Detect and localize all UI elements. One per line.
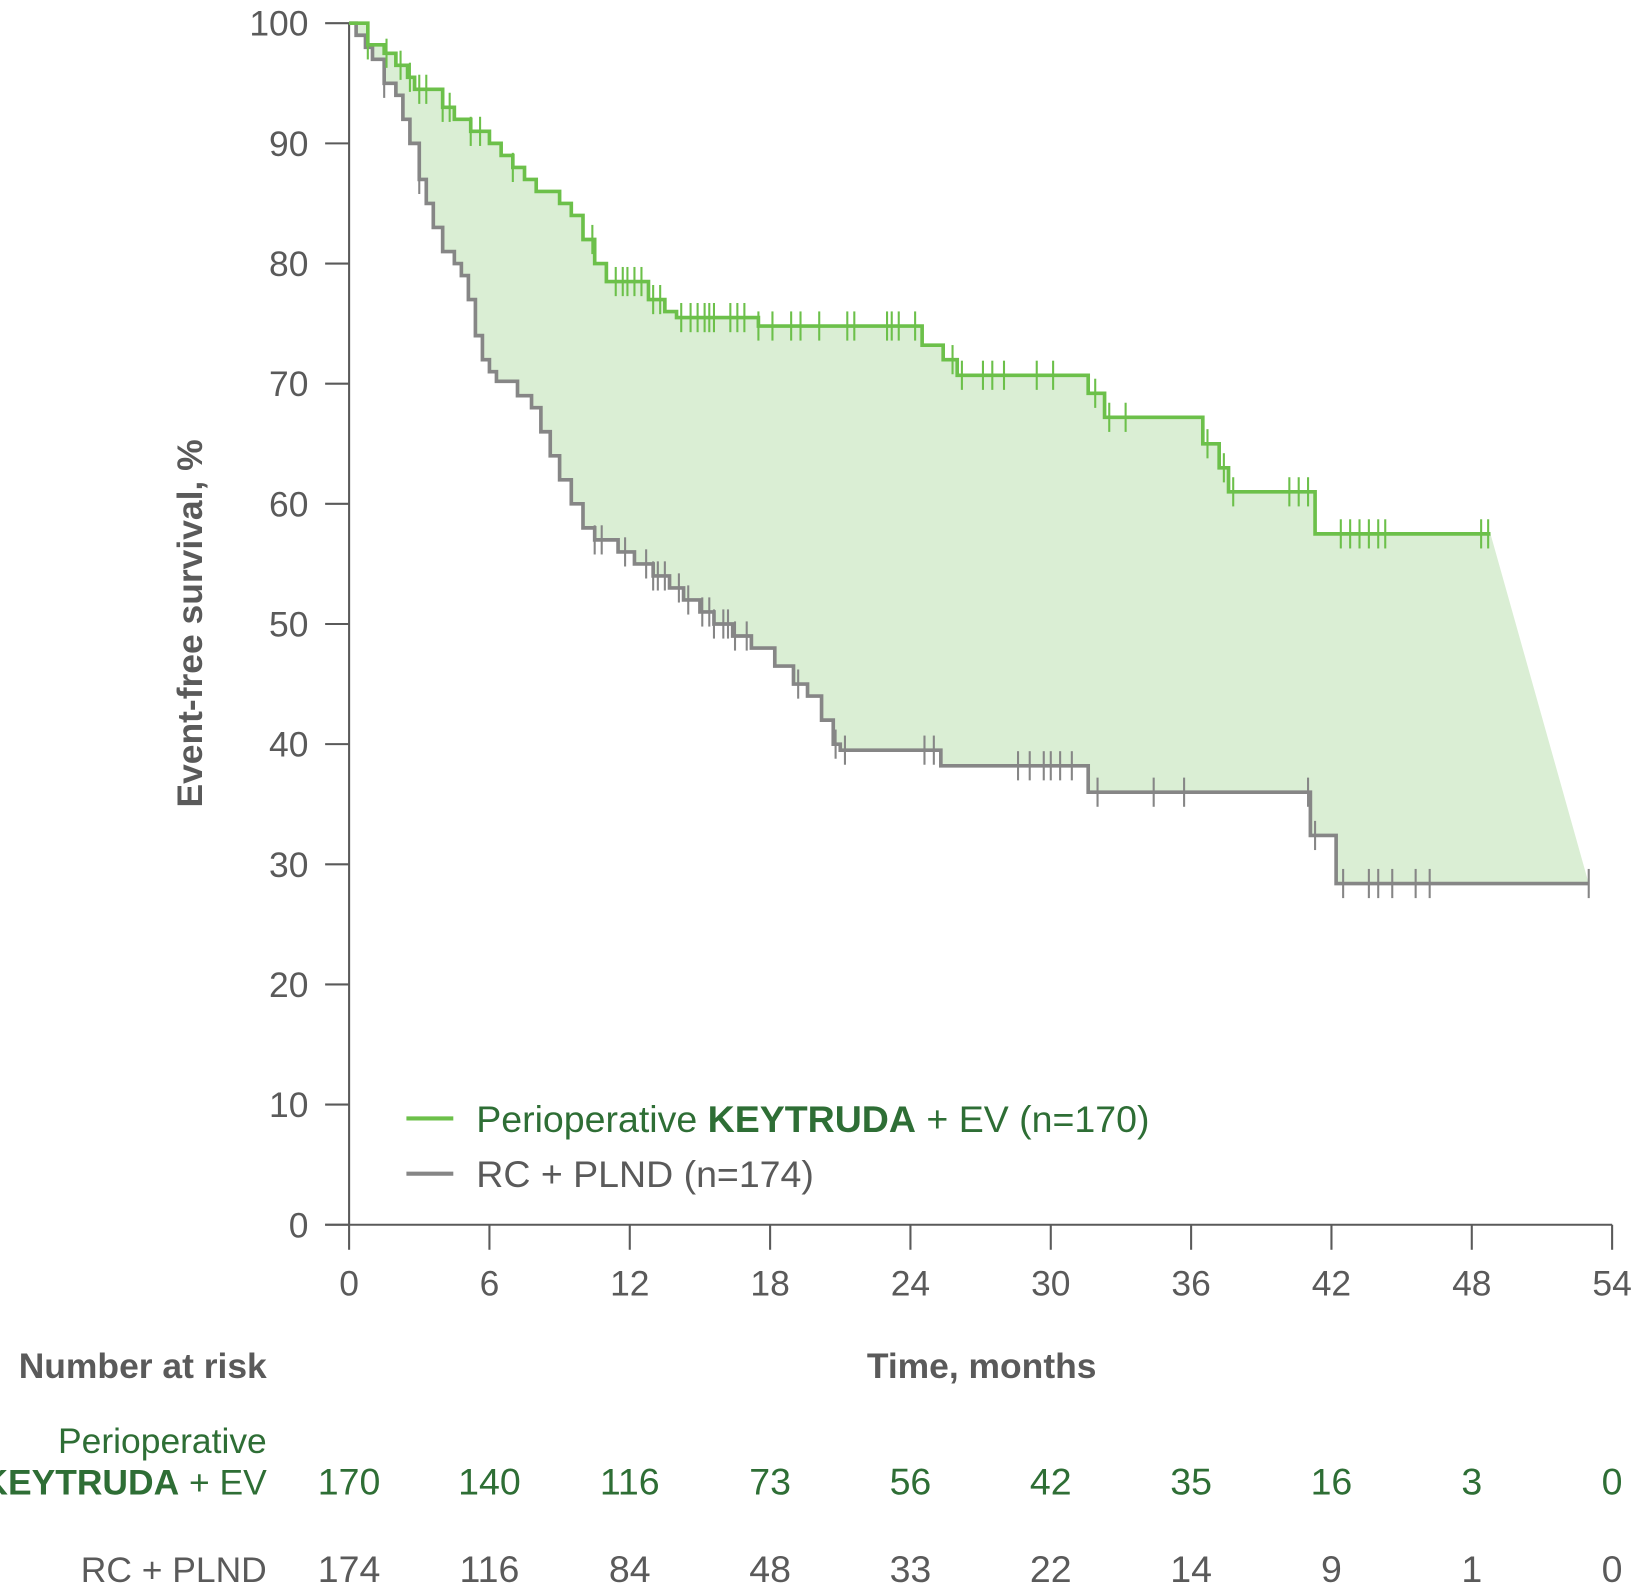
y-axis-label: Event-free survival, %	[170, 439, 210, 807]
at-risk-value: 116	[600, 1461, 660, 1503]
y-tick-label: 50	[269, 604, 308, 644]
y-tick-label: 30	[269, 845, 308, 885]
y-tick-label: 100	[249, 4, 308, 44]
risk-row2-label: RC + PLND	[81, 1550, 267, 1590]
at-risk-value: 48	[749, 1548, 791, 1590]
at-risk-value: 174	[318, 1548, 381, 1590]
x-tick-label: 24	[891, 1264, 930, 1304]
at-risk-value: 9	[1321, 1548, 1342, 1590]
y-tick-label: 0	[289, 1205, 309, 1245]
risk-row1-label-line2: KEYTRUDA + EV	[0, 1463, 267, 1503]
x-tick-label: 54	[1592, 1264, 1631, 1304]
at-risk-value: 33	[890, 1548, 932, 1590]
at-risk-value: 16	[1311, 1461, 1353, 1503]
at-risk-value: 56	[890, 1461, 932, 1503]
legend: Perioperative KEYTRUDA + EV (n=170) RC +…	[406, 1098, 1149, 1195]
x-tick-label: 18	[750, 1264, 789, 1304]
at-risk-value: 0	[1602, 1548, 1623, 1590]
risk-table-title: Number at risk	[19, 1346, 267, 1386]
at-risk-value: 140	[458, 1461, 521, 1503]
at-risk-value: 3	[1461, 1461, 1482, 1503]
y-tick-label: 70	[269, 364, 308, 404]
legend-label-rc-plnd: RC + PLND (n=174)	[476, 1153, 814, 1195]
y-tick-label: 20	[269, 965, 308, 1005]
y-tick-label: 90	[269, 124, 308, 164]
shaded-region	[349, 23, 1589, 884]
x-tick-label: 36	[1171, 1264, 1210, 1304]
risk-table: Number at risk Perioperative KEYTRUDA + …	[0, 1346, 1623, 1590]
x-tick-label: 42	[1312, 1264, 1351, 1304]
at-risk-value: 73	[749, 1461, 791, 1503]
y-tick-label: 60	[269, 484, 308, 524]
at-risk-value: 14	[1170, 1548, 1212, 1590]
at-risk-value: 116	[460, 1548, 520, 1590]
legend-label-keytruda: Perioperative KEYTRUDA + EV (n=170)	[476, 1098, 1149, 1140]
x-tick-label: 48	[1452, 1264, 1491, 1304]
curve-keytruda-ev	[349, 21, 1491, 536]
x-axis-label: Time, months	[867, 1346, 1097, 1386]
y-tick-label: 10	[269, 1085, 308, 1125]
at-risk-value: 1	[1461, 1548, 1482, 1590]
y-tick-label: 40	[269, 725, 308, 765]
axes: 0 10 20 30 40 50 60 70 80 90 100 0 6 12 18 24 30 36 42 48 54	[249, 4, 1631, 1304]
shaded-area	[349, 23, 1589, 884]
risk-row1-label-line1: Perioperative	[58, 1421, 267, 1461]
at-risk-value: 84	[609, 1548, 651, 1590]
at-risk-value: 22	[1030, 1548, 1072, 1590]
at-risk-value: 0	[1602, 1461, 1623, 1503]
curve-rc-plnd	[349, 21, 1589, 886]
at-risk-value: 35	[1170, 1461, 1212, 1503]
x-tick-label: 0	[339, 1264, 359, 1304]
x-tick-label: 12	[610, 1264, 649, 1304]
y-tick-label: 80	[269, 244, 308, 284]
x-tick-label: 6	[480, 1264, 500, 1304]
x-tick-label: 30	[1031, 1264, 1070, 1304]
at-risk-value: 42	[1030, 1461, 1072, 1503]
curves	[349, 21, 1590, 899]
at-risk-value: 170	[318, 1461, 381, 1503]
